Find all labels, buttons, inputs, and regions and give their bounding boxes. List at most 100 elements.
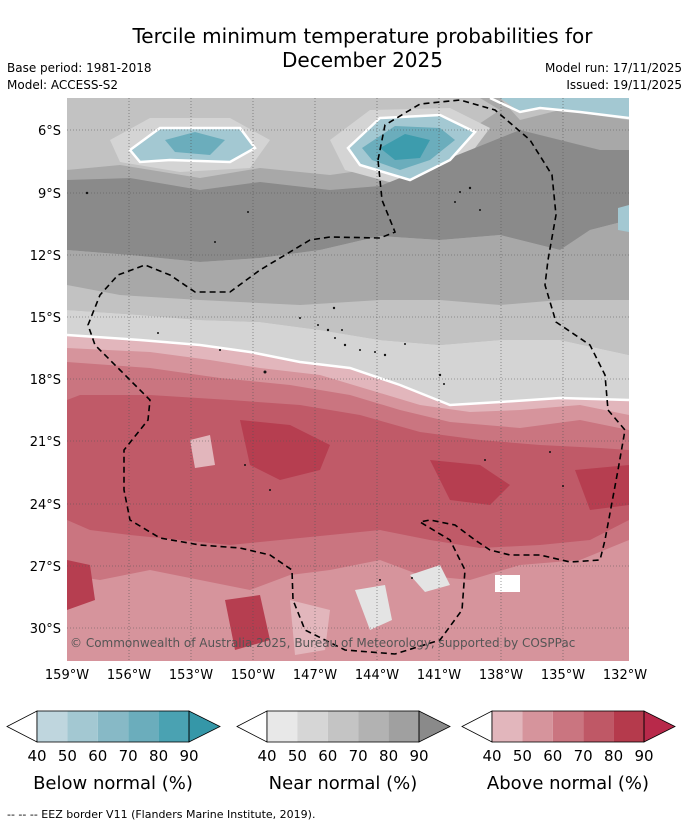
- lon-label-150w: 150°W: [231, 668, 275, 683]
- cb2-title: Above normal (%): [487, 773, 649, 794]
- lat-label-30s: 30°S: [30, 622, 61, 637]
- cb2-arrow-right: [643, 710, 676, 743]
- cb2-tick-70: 70: [574, 747, 593, 765]
- lat-label-6s: 6°S: [38, 124, 61, 139]
- lat-label-24s: 24°S: [30, 498, 61, 513]
- cb2-tick-60: 60: [543, 747, 562, 765]
- cb1-tick-90: 90: [409, 747, 428, 765]
- meta-left: Base period: 1981-2018 Model: ACCESS-S2: [7, 60, 152, 94]
- cb2-tick-50: 50: [513, 747, 532, 765]
- cb0-seg-2: [67, 711, 98, 742]
- cb2-seg-4: [583, 711, 614, 742]
- contour-white-above-boundary: [67, 333, 629, 407]
- near-normal-70-mid: [67, 220, 629, 305]
- base-period: Base period: 1981-2018: [7, 61, 152, 75]
- lon-label-144w: 144°W: [355, 668, 399, 683]
- cb1-seg-3: [327, 711, 359, 742]
- below-normal-70-patch-west: [165, 132, 225, 155]
- cb1-tick-80: 80: [379, 747, 398, 765]
- lon-label-141w: 141°W: [417, 668, 461, 683]
- near-normal-60-band: [67, 285, 629, 355]
- above-normal-80-patch-3: [575, 465, 629, 510]
- above-normal-70-core: [67, 395, 629, 548]
- cb2-frame: [491, 710, 645, 743]
- colorbar-near-normal: 40 50 60 70 80 90 Near normal (%): [236, 710, 451, 794]
- cb1-seg-5: [388, 711, 419, 742]
- lon-label-153w: 153°W: [169, 668, 213, 683]
- cb0-seg-4: [128, 711, 159, 742]
- cb1-seg-2: [297, 711, 328, 742]
- lat-label-9s: 9°S: [38, 187, 61, 202]
- cb0-seg-5: [158, 711, 189, 742]
- lat-label-21s: 21°S: [30, 435, 61, 450]
- cb0-tick-50: 50: [58, 747, 77, 765]
- eez-border: [87, 99, 626, 655]
- cb0-frame: [36, 710, 190, 743]
- model-name: Model: ACCESS-S2: [7, 78, 119, 92]
- title-line-2: December 2025: [282, 48, 443, 72]
- colorbar-above-normal: 40 50 60 70 80 90 Above normal (%): [461, 710, 676, 794]
- near-normal-50-band: [67, 310, 629, 405]
- near-normal-40-patch-2: [410, 565, 450, 592]
- cb1-title: Near normal (%): [269, 773, 418, 794]
- probability-field: © Commonwealth of Australia 2025, Bureau…: [67, 98, 629, 661]
- cb0-seg-1: [37, 711, 68, 742]
- above-normal-40-patch-1: [190, 435, 215, 468]
- cb1-seg-4: [358, 711, 389, 742]
- near-normal-40-patch-3: [495, 575, 520, 592]
- cb0-arrow-left: [6, 710, 38, 743]
- above-normal-80-patch-1: [240, 420, 330, 480]
- cb0-tick-90: 90: [179, 747, 198, 765]
- cb0-arrow-right: [188, 710, 221, 743]
- below-normal-50-patch-edge: [618, 205, 629, 232]
- cb1-arrow-right: [418, 710, 451, 743]
- lat-label-15s: 15°S: [30, 311, 61, 326]
- cb2-tick-80: 80: [604, 747, 623, 765]
- cb1-tick-60: 60: [318, 747, 337, 765]
- cb2-arrow-left: [461, 710, 493, 743]
- graticule: [67, 98, 629, 661]
- cb2-tick-90: 90: [634, 747, 653, 765]
- cb0-tick-40: 40: [27, 747, 46, 765]
- near-normal-80-band: [67, 130, 629, 262]
- cb2-tick-40: 40: [482, 747, 501, 765]
- lat-label-18s: 18°S: [30, 373, 61, 388]
- contour-white-west: [128, 126, 257, 164]
- lon-label-135w: 135°W: [541, 668, 585, 683]
- cb2-seg-5: [613, 711, 644, 742]
- contour-white-northeast: [489, 98, 629, 120]
- cb0-seg-3: [97, 711, 129, 742]
- cb0-tick-80: 80: [149, 747, 168, 765]
- cb2-seg-3: [552, 711, 584, 742]
- above-normal-80-patch-2: [430, 460, 510, 505]
- colorbar-below-normal: 40 50 60 70 80 90 Below normal (%): [6, 710, 221, 794]
- lon-label-138w: 138°W: [479, 668, 523, 683]
- meta-right: Model run: 17/11/2025 Issued: 19/11/2025: [545, 60, 682, 94]
- lat-label-12s: 12°S: [30, 249, 61, 264]
- lon-label-132w: 132°W: [603, 668, 647, 683]
- copyright-notice: © Commonwealth of Australia 2025, Bureau…: [70, 636, 575, 650]
- cb1-seg-1: [267, 711, 298, 742]
- above-normal-80-patch-5: [225, 595, 270, 650]
- map-title: Tercile minimum temperature probabilitie…: [0, 24, 690, 72]
- issued-date: Issued: 19/11/2025: [566, 78, 682, 92]
- cb1-frame: [266, 710, 420, 743]
- above-normal-40-patch-2: [290, 600, 330, 655]
- cb1-tick-50: 50: [288, 747, 307, 765]
- islands: [85, 186, 564, 581]
- near-normal-40-patch-1: [355, 585, 392, 630]
- cb1-tick-40: 40: [257, 747, 276, 765]
- lon-label-159w: 159°W: [45, 668, 89, 683]
- longitude-labels: 159°W 156°W 153°W 150°W 147°W 144°W 141°…: [45, 668, 647, 683]
- cb0-tick-70: 70: [119, 747, 138, 765]
- eez-footnote: -- -- -- EEZ border V11 (Flanders Marine…: [7, 808, 316, 821]
- below-normal-90-core-east: [380, 134, 430, 160]
- above-normal-80-patch-4: [67, 560, 95, 610]
- lon-label-147w: 147°W: [293, 668, 337, 683]
- cb2-seg-2: [522, 711, 553, 742]
- cb1-tick-70: 70: [349, 747, 368, 765]
- cb0-title: Below normal (%): [33, 773, 193, 794]
- model-run: Model run: 17/11/2025: [544, 61, 682, 75]
- cb2-seg-1: [492, 711, 523, 742]
- contour-white-east: [346, 113, 478, 182]
